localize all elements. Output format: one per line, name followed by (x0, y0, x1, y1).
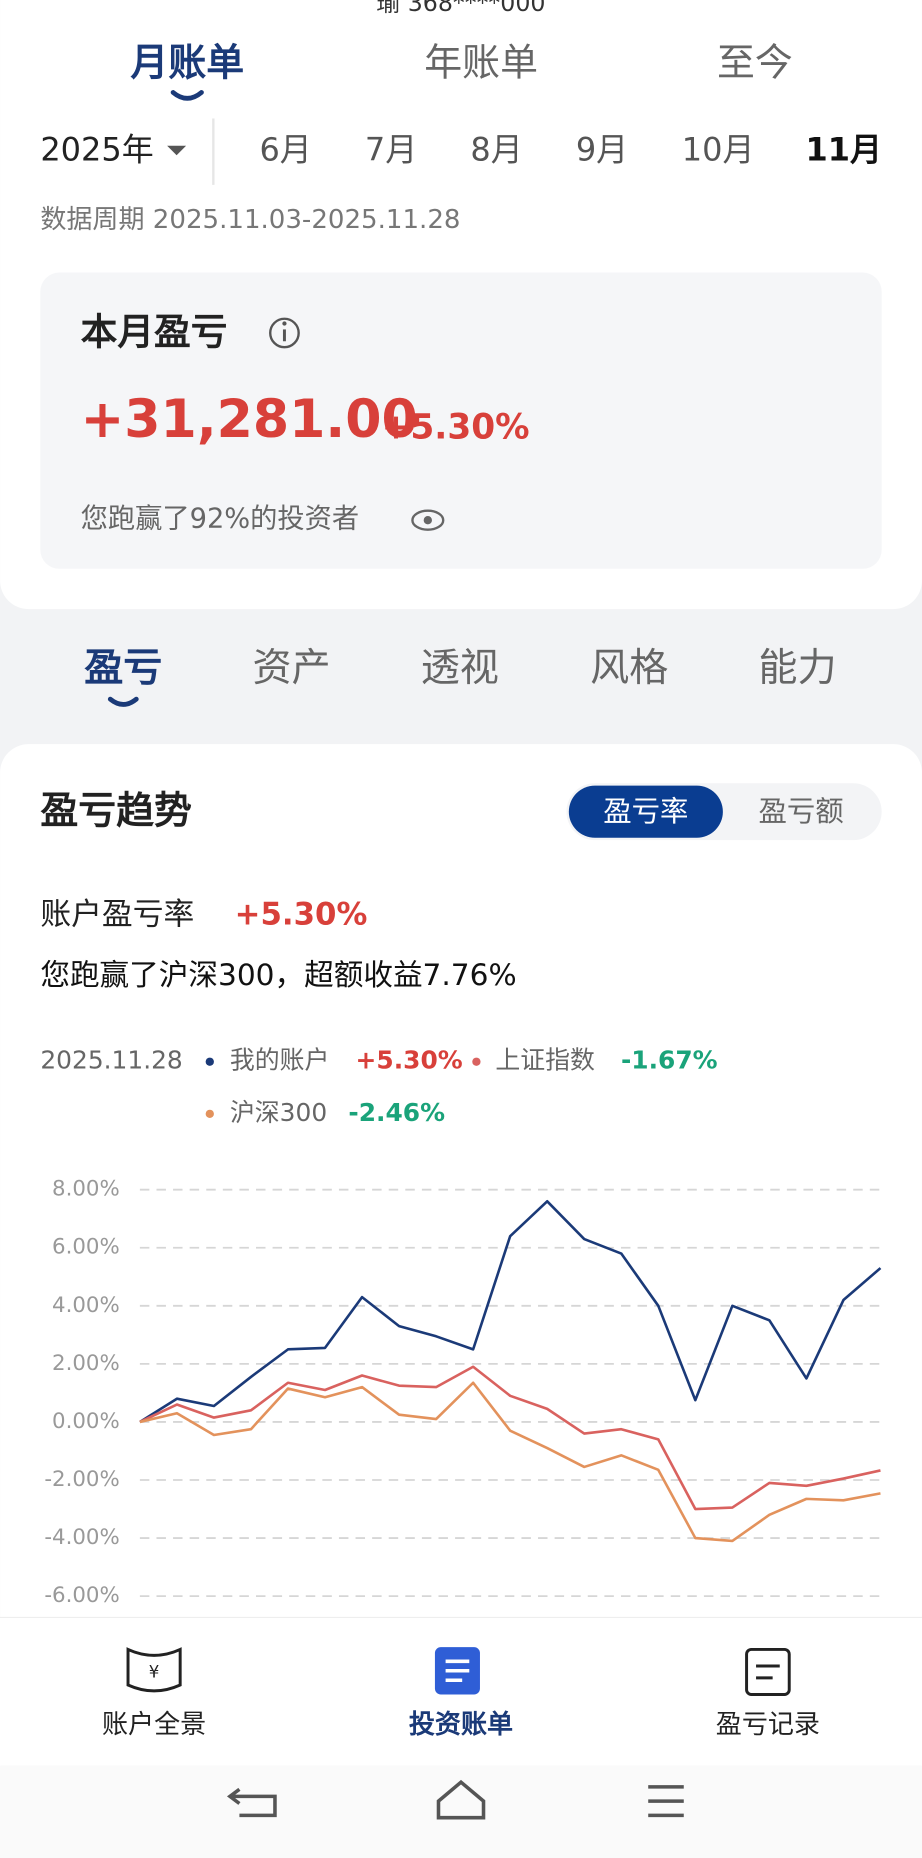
toggle[interactable]: 盈亏率 (603, 795, 688, 828)
section-tab[interactable]: 盈亏 (84, 646, 162, 691)
account-rate: +5.30% (235, 896, 368, 932)
y-tick-label: -2.00% (44, 1467, 119, 1492)
info-icon-dot (282, 321, 287, 326)
toggle[interactable]: 盈亏额 (758, 795, 843, 828)
summary-rank: 您跑赢了92%的投资者 (81, 504, 360, 535)
month[interactable]: 9月 (576, 131, 628, 169)
toggle-active (568, 785, 723, 838)
year-select[interactable]: 2025年 (40, 131, 153, 169)
legend-dot (205, 1109, 214, 1118)
summary-title: 本月盈亏 (81, 311, 228, 354)
y-tick-label: 0.00% (52, 1409, 120, 1434)
legend-name: 上证指数 (495, 1046, 595, 1075)
section-indicator (107, 696, 139, 707)
summary-rate: +5.30% (382, 407, 530, 447)
y-tick-label: -4.00% (44, 1525, 119, 1550)
trend-title: 盈亏趋势 (40, 788, 192, 832)
trend-note: 您跑赢了沪深300，超额收益7.76% (40, 958, 516, 992)
back-button[interactable] (226, 1787, 277, 1818)
legend-name: 沪深300 (230, 1098, 327, 1127)
status-text: 瑜 368****000 (376, 0, 545, 17)
y-tick-label: 4.00% (52, 1293, 120, 1318)
menu-button[interactable] (648, 1785, 684, 1818)
tab[interactable]: 至今 (717, 41, 793, 85)
eye-pupil (423, 516, 432, 525)
month[interactable]: 6月 (259, 131, 311, 169)
series-line (139, 1365, 881, 1511)
account-label: 账户盈亏率 (40, 896, 194, 932)
legend-date: 2025.11.28 (40, 1046, 182, 1075)
nav-icon (126, 1647, 182, 1693)
series-line (139, 1199, 882, 1424)
y-tick-label: 2.00% (52, 1351, 120, 1376)
section-tab[interactable]: 风格 (590, 646, 668, 691)
dropdown-arrow (167, 145, 187, 156)
legend-value: +5.30% (356, 1046, 463, 1075)
legend-dot (472, 1057, 481, 1066)
section-tab[interactable]: 能力 (758, 646, 836, 691)
trend-card (0, 744, 922, 1858)
eye-icon[interactable] (411, 509, 445, 531)
tab[interactable]: 月账单 (130, 41, 244, 85)
nav-label[interactable]: 账户全景 (102, 1710, 206, 1740)
month[interactable]: 10月 (682, 131, 755, 169)
legend-value: -2.46% (348, 1098, 445, 1127)
month[interactable]: 8月 (470, 131, 522, 169)
system-nav (0, 1765, 922, 1858)
summary-card (40, 272, 882, 569)
tab-indicator (170, 90, 204, 101)
month[interactable]: 7月 (365, 131, 417, 169)
month[interactable]: 11月 (805, 131, 882, 169)
y-tick-label: 6.00% (52, 1235, 120, 1260)
period: 数据周期 2025.11.03-2025.11.28 (40, 205, 460, 235)
legend-name: 我的账户 (230, 1046, 329, 1075)
series-line (139, 1381, 881, 1543)
home-button[interactable] (436, 1779, 486, 1820)
tab[interactable]: 年账单 (424, 41, 538, 85)
nav-icon (745, 1647, 791, 1696)
legend-value: -1.67% (621, 1046, 718, 1075)
nav-label[interactable]: 投资账单 (409, 1710, 513, 1740)
nav-label[interactable]: 盈亏记录 (716, 1710, 820, 1740)
y-tick-label: -6.00% (44, 1583, 119, 1608)
section-tab[interactable]: 资产 (252, 646, 330, 691)
y-tick-label: 8.00% (52, 1177, 120, 1202)
nav-icon-glyph: ¥ (149, 1663, 160, 1682)
info-icon[interactable] (269, 317, 300, 349)
section-tab[interactable]: 透视 (421, 646, 499, 691)
summary-amount: +31,281.00 (81, 390, 418, 450)
legend-dot (205, 1057, 214, 1066)
